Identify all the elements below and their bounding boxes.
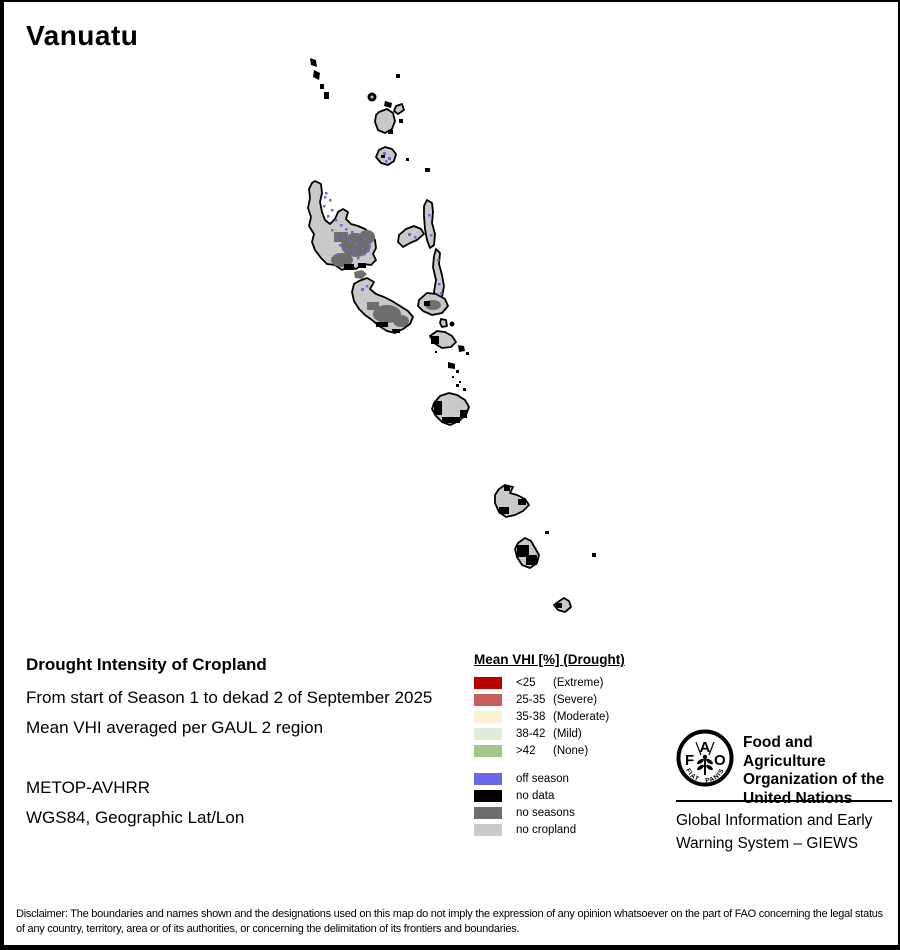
legend-swatch-no-data: [474, 789, 502, 802]
legend-swatch-mild: [474, 727, 502, 740]
legend: Mean VHI [%] (Drought) <25 (Extreme) 25-…: [474, 652, 674, 838]
footer-divider: [676, 800, 892, 802]
legend-swatch-no-seasons: [474, 806, 502, 819]
legend-item-off-season: off season: [474, 770, 674, 787]
vanuatu-map: [307, 58, 596, 613]
disclaimer-text: Disclaimer: The boundaries and names sho…: [16, 908, 883, 935]
legend-title: Mean VHI [%] (Drought): [474, 652, 625, 667]
map-island-gaua: [375, 146, 430, 172]
map-island-aneityum: [553, 597, 572, 613]
map-island-efate: [431, 384, 470, 426]
map-projection-line: WGS84, Geographic Lat/Lon: [26, 808, 245, 827]
legend-item-mild: 38-42 (Mild): [474, 725, 674, 742]
map-island-erromango: [494, 484, 530, 518]
map-sensor-line: METOP-AVHRR: [26, 778, 151, 797]
map-island-maewo: [423, 199, 436, 249]
map-aggregation-line: Mean VHI averaged per GAUL 2 region: [26, 718, 324, 737]
map-island-malakula: [351, 277, 414, 334]
legend-item-no-data: no data: [474, 787, 674, 804]
page-title: Vanuatu: [26, 20, 139, 51]
map-island-ambrym: [417, 292, 455, 328]
fao-organization-name: Food and Agriculture Organization of the…: [743, 734, 885, 807]
legend-swatch-severe: [474, 693, 502, 706]
legend-item-severe: 25-35 (Severe): [474, 691, 674, 708]
svg-text:F: F: [685, 752, 694, 769]
legend-item-no-seasons: no seasons: [474, 804, 674, 821]
legend-swatch-off-season: [474, 772, 502, 785]
map-subject-heading: Drought Intensity of Cropland: [26, 655, 267, 674]
legend-item-moderate: 35-38 (Moderate): [474, 708, 674, 725]
legend-item-extreme: <25 (Extreme): [474, 674, 674, 691]
legend-swatch-no-cropland: [474, 823, 502, 836]
legend-item-none: >42 (None): [474, 742, 674, 759]
legend-item-no-cropland: no cropland: [474, 821, 674, 838]
svg-text:A: A: [700, 739, 711, 756]
map-islands-banks: [367, 74, 405, 134]
map-island-tanna: [514, 531, 596, 569]
legend-swatch-extreme: [474, 676, 502, 689]
fao-logo-icon: F A O FIAT PANIS: [676, 729, 734, 787]
map-island-ambae: [397, 225, 425, 248]
map-period-line: From start of Season 1 to dekad 2 of Sep…: [26, 688, 433, 707]
map-offseason-speckles: [323, 192, 371, 260]
svg-text:O: O: [714, 752, 726, 769]
legend-swatch-none: [474, 744, 502, 757]
map-islands-torres: [310, 58, 329, 99]
giews-label: Global Information and Early Warning Sys…: [676, 812, 873, 852]
map-island-espiritu-santo: [307, 180, 377, 279]
map-island-epi: [429, 330, 469, 383]
legend-swatch-moderate: [474, 710, 502, 723]
